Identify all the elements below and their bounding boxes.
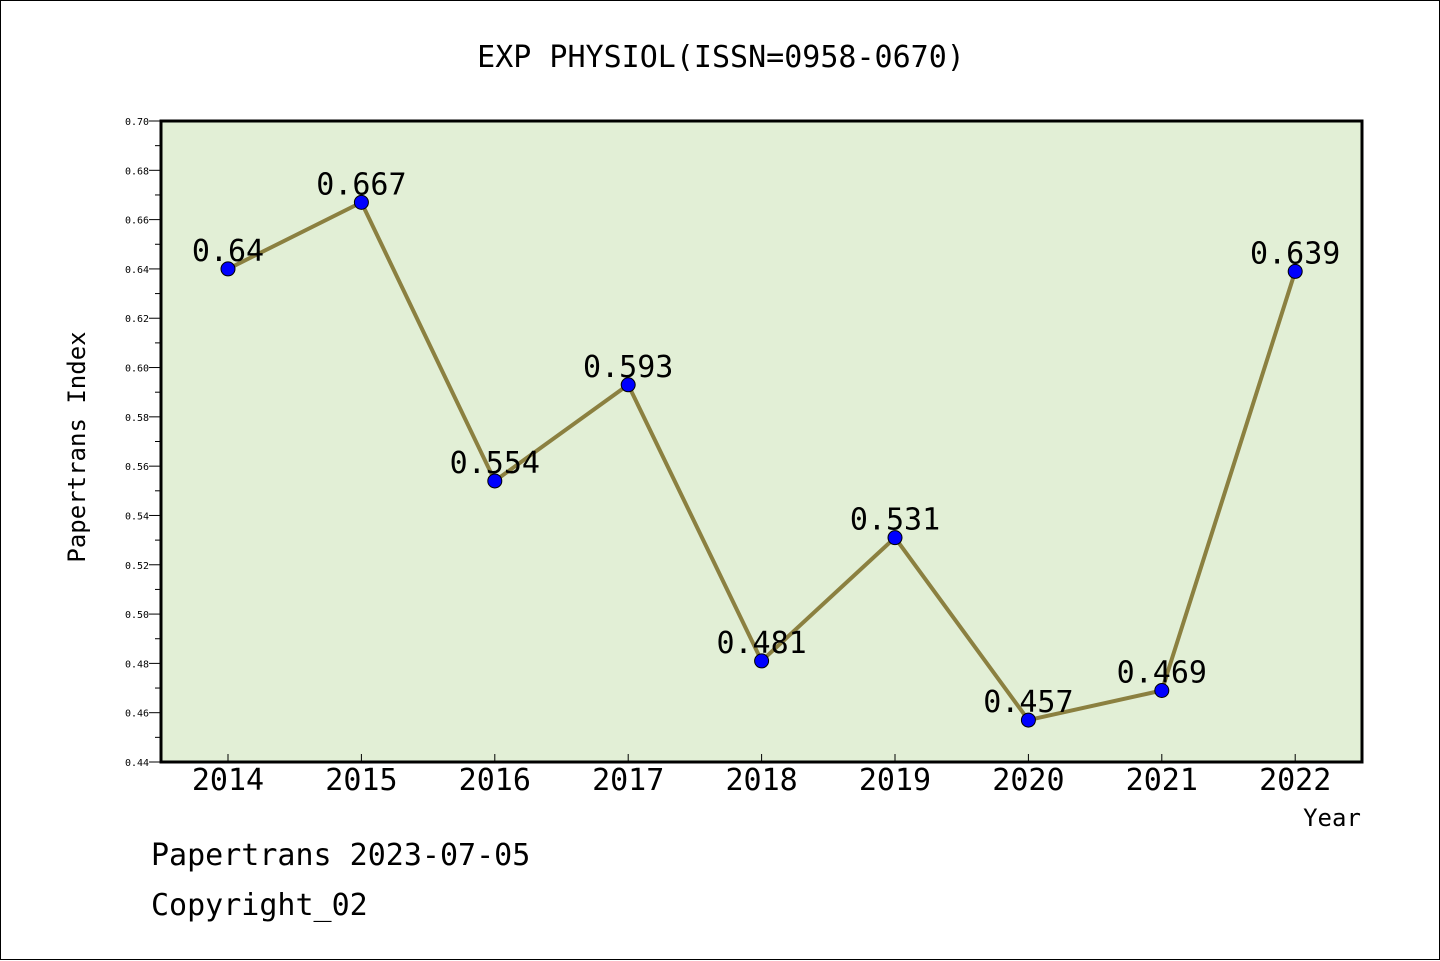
- x-tick-label: 2020: [992, 763, 1064, 798]
- x-tick-label: 2021: [1126, 763, 1198, 798]
- footer-date: Papertrans 2023-07-05: [151, 838, 530, 873]
- series-points: [220, 194, 1303, 728]
- chart-title: EXP PHYSIOL(ISSN=0958-0670): [477, 40, 965, 75]
- data-label: 0.554: [450, 446, 540, 481]
- x-tick-label: 2019: [859, 763, 931, 798]
- x-axis-label: Year: [1303, 804, 1361, 832]
- data-point: [620, 377, 636, 393]
- x-axis: 2014 2015 2016 2017 2018 2019 2020 2021 2022: [192, 754, 1331, 798]
- y-tick-label: 0.48: [125, 659, 149, 670]
- data-point: [754, 653, 770, 669]
- y-tick-label: 0.66: [125, 216, 149, 227]
- data-point: [1154, 683, 1170, 699]
- y-tick-label: 0.54: [125, 511, 149, 522]
- y-tick-label: 0.60: [125, 364, 149, 375]
- data-label: 0.667: [316, 167, 406, 202]
- y-tick-label: 0.70: [125, 117, 149, 128]
- y-tick-label: 0.58: [125, 413, 149, 424]
- x-tick-label: 2022: [1259, 763, 1331, 798]
- data-label: 0.531: [850, 503, 940, 538]
- y-tick-label: 0.52: [125, 561, 149, 572]
- y-axis: 0.44 0.46 0.48 0.50 0.52 0.54 0.56 0.58 0.60 0.62…: [125, 117, 161, 769]
- data-point: [887, 530, 903, 546]
- y-tick-label: 0.50: [125, 610, 149, 621]
- data-label: 0.481: [716, 626, 806, 661]
- footer-copyright: Copyright_02: [151, 888, 368, 923]
- y-tick-label: 0.44: [125, 758, 149, 769]
- y-axis-label: Papertrans Index: [63, 331, 91, 562]
- data-label: 0.639: [1250, 236, 1340, 271]
- y-tick-label: 0.56: [125, 462, 149, 473]
- x-tick-label: 2015: [325, 763, 397, 798]
- data-label: 0.64: [192, 234, 264, 269]
- y-tick-label: 0.68: [125, 166, 149, 177]
- data-point: [220, 261, 236, 277]
- data-label: 0.593: [583, 350, 673, 385]
- data-point: [1020, 712, 1036, 728]
- x-tick-label: 2017: [592, 763, 664, 798]
- y-tick-label: 0.62: [125, 314, 149, 325]
- data-point: [353, 194, 369, 210]
- data-label: 0.469: [1117, 656, 1207, 691]
- data-point: [487, 473, 503, 489]
- x-tick-label: 2014: [192, 763, 264, 798]
- data-labels: 0.64 0.667 0.554 0.593 0.481 0.531 0.457 0.469 0…: [192, 167, 1340, 720]
- data-label: 0.457: [983, 685, 1073, 720]
- x-tick-label: 2016: [459, 763, 531, 798]
- x-tick-label: 2018: [725, 763, 797, 798]
- data-point: [1287, 263, 1303, 279]
- y-tick-label: 0.64: [125, 265, 149, 276]
- y-tick-label: 0.46: [125, 709, 149, 720]
